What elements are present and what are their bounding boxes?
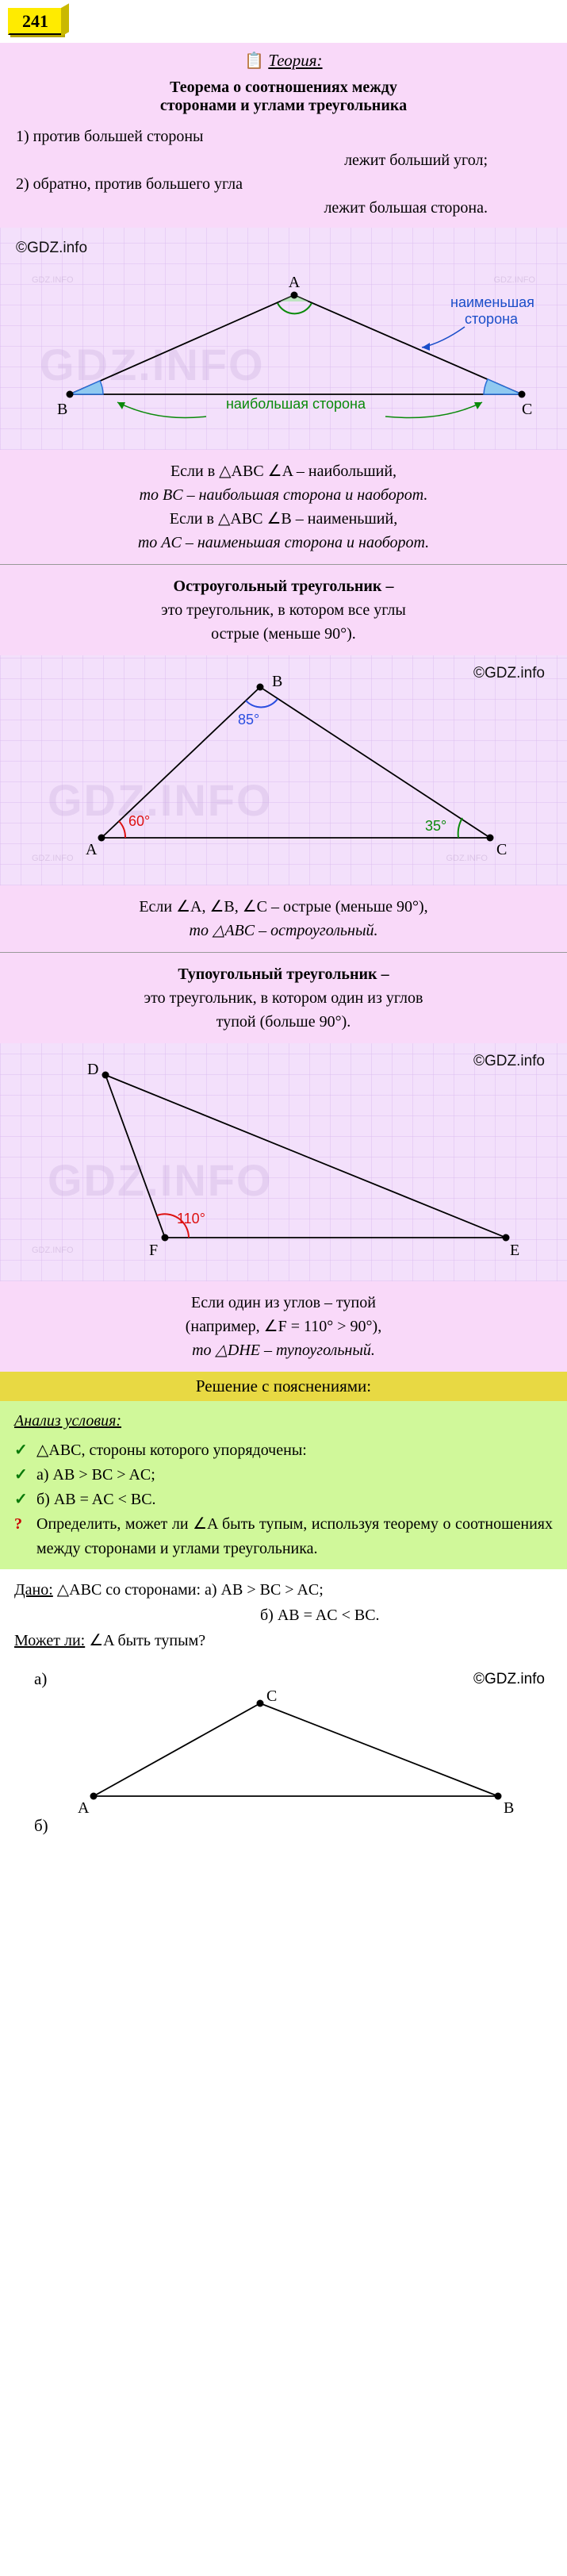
diagram1-explain: Если в △ABC ∠A – наибольший, то BC – наи…	[0, 450, 567, 564]
check-icon: ✓	[14, 1488, 29, 1512]
theorem-name-line1: Теорема о соотношениях между	[16, 79, 551, 97]
given-section: Дано: △ABC со сторонами: а) AB > BC > AC…	[0, 1569, 567, 1661]
analysis-section: Анализ условия: ✓ △ABC, стороны которого …	[0, 1401, 567, 1569]
case-b-label: б)	[12, 1816, 555, 1836]
obtuse-explain-1: Если один из углов – тупой	[24, 1291, 543, 1315]
diagram-4: ©GDZ.info а) C A B б)	[0, 1661, 567, 1844]
svg-text:35°: 35°	[425, 818, 446, 834]
explain-1-3: Если в △ABC ∠B – наименьший,	[24, 507, 543, 531]
theory-point-2a: 2) обратно, против большего угла	[16, 172, 551, 196]
svg-text:110°: 110°	[177, 1211, 205, 1227]
problem-number-badge: 241	[8, 8, 63, 35]
notes-icon: 📋	[244, 51, 264, 71]
svg-text:C: C	[266, 1689, 277, 1705]
check-icon: ✓	[14, 1463, 29, 1488]
svg-text:наибольшая сторона: наибольшая сторона	[225, 396, 366, 412]
copyright-1: ©GDZ.info	[16, 240, 551, 257]
triangle-svg-3: D F E 110°	[30, 1055, 538, 1261]
obtuse-def: Тупоугольный треугольник – это треугольн…	[0, 953, 567, 1043]
svg-text:B: B	[57, 401, 67, 418]
can-label: Может ли:	[14, 1632, 85, 1649]
svg-text:E: E	[510, 1242, 519, 1259]
explain-1-1: Если в △ABC ∠A – наибольший,	[24, 459, 543, 483]
svg-text:A: A	[86, 841, 98, 858]
acute-explain-1: Если ∠A, ∠B, ∠C – острые (меньше 90°),	[24, 895, 543, 919]
svg-text:A: A	[288, 274, 300, 291]
acute-def: Остроугольный треугольник – это треуголь…	[0, 565, 567, 655]
theory-section: 📋 Теория: Теорема о соотношениях между с…	[0, 43, 567, 228]
svg-text:сторона: сторона	[465, 311, 519, 327]
solution-header: Решение с пояснениями:	[0, 1372, 567, 1401]
theory-label: Теория:	[268, 51, 322, 70]
obtuse-title: Тупоугольный треугольник –	[24, 962, 543, 986]
triangle-svg-2: B A C 85° 60° 35°	[30, 667, 538, 866]
theory-point-1a: 1) против большей стороны	[16, 125, 551, 148]
theorem-name-line2: сторонами и углами треугольника	[16, 97, 551, 115]
can-text: ∠A быть тупым?	[85, 1632, 205, 1649]
obtuse-explain-3: то △DHE – тупоугольный.	[192, 1342, 375, 1359]
svg-text:60°: 60°	[128, 813, 150, 829]
svg-text:B: B	[504, 1799, 514, 1816]
analysis-l1: △ABC, стороны которого упорядочены:	[36, 1438, 307, 1463]
svg-text:наименьшая: наименьшая	[450, 294, 534, 310]
given-text: △ABC со сторонами: а) AB > BC > AC;	[53, 1581, 324, 1599]
analysis-l2: а) AB > BC > AC;	[36, 1463, 155, 1488]
copyright-4: ©GDZ.info	[473, 1671, 545, 1688]
diagram-3: ©GDZ.info GDZ.INFO GDZ.INFO D F E 110°	[0, 1043, 567, 1281]
svg-text:85°: 85°	[238, 712, 259, 727]
acute-def-2: острые (меньше 90°).	[24, 622, 543, 646]
obtuse-explain: Если один из углов – тупой (например, ∠F…	[0, 1281, 567, 1372]
copyright-3: ©GDZ.info	[473, 1053, 545, 1070]
svg-text:B: B	[272, 673, 282, 690]
acute-explain: Если ∠A, ∠B, ∠C – острые (меньше 90°), т…	[0, 885, 567, 952]
obtuse-explain-2: (например, ∠F = 110° > 90°),	[24, 1315, 543, 1338]
theory-point-2b: лежит большая сторона.	[16, 196, 551, 220]
diagram-2: ©GDZ.info GDZ.INFO GDZ.INFO GDZ.INFO B A…	[0, 655, 567, 885]
check-icon: ✓	[14, 1438, 29, 1463]
copyright-2: ©GDZ.info	[473, 665, 545, 682]
analysis-title: Анализ условия:	[14, 1409, 553, 1434]
obtuse-def-2: тупой (больше 90°).	[24, 1010, 543, 1034]
given-line2: б) AB = AC < BC.	[14, 1603, 553, 1628]
obtuse-def-1: это треугольник, в котором один из углов	[24, 986, 543, 1010]
theory-point-1b: лежит больший угол;	[16, 148, 551, 172]
explain-1-2: то BC – наибольшая сторона и наоборот.	[140, 486, 428, 504]
given-label: Дано:	[14, 1581, 53, 1599]
acute-def-1: это треугольник, в котором все углы	[24, 598, 543, 622]
analysis-q: Определить, может ли ∠A быть тупым, испо…	[36, 1512, 553, 1561]
svg-text:A: A	[78, 1799, 90, 1816]
acute-title: Остроугольный треугольник –	[24, 574, 543, 598]
triangle-svg-4: C A B	[30, 1689, 538, 1816]
triangle-svg-1: A B C наименьшая сторона наибольшая стор…	[30, 263, 538, 422]
acute-explain-2: то △ABC – остроугольный.	[190, 922, 378, 939]
analysis-l3: б) AB = AC < BC.	[36, 1488, 156, 1512]
question-icon: ?	[14, 1512, 29, 1561]
svg-text:F: F	[149, 1242, 158, 1259]
diagram-1: ©GDZ.info GDZ.INFO GDZ.INFO GDZ.INFO A B…	[0, 228, 567, 450]
svg-text:D: D	[87, 1061, 98, 1078]
svg-text:C: C	[496, 841, 507, 858]
svg-text:C: C	[522, 401, 532, 418]
explain-1-4: то AC – наименьшая сторона и наоборот.	[138, 534, 429, 551]
